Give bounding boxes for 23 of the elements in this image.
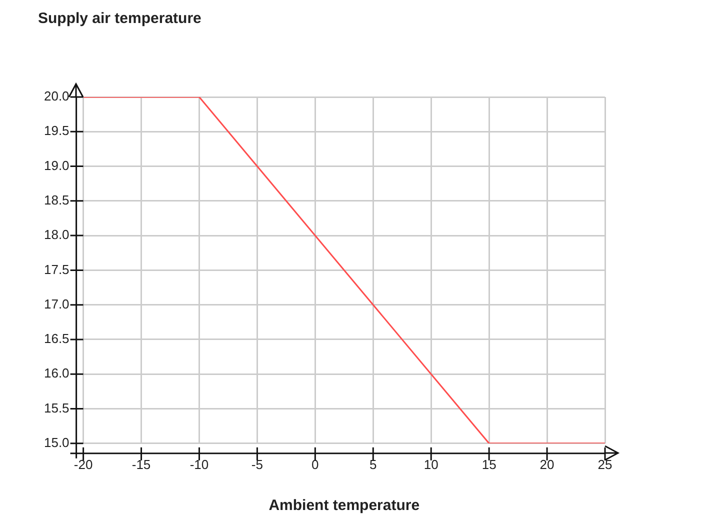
y-tick-label: 18.0 xyxy=(44,227,70,242)
x-axis-title: Ambient temperature xyxy=(268,497,420,514)
y-tick-label: 19.0 xyxy=(44,158,70,173)
y-tick-label: 16.0 xyxy=(44,366,70,381)
y-tick-label: 16.5 xyxy=(44,331,70,346)
x-tick-label: -20 xyxy=(74,456,93,472)
y-tick-label: 15.0 xyxy=(44,434,70,450)
x-tick-label: 15 xyxy=(482,456,496,472)
x-tick-label: -5 xyxy=(251,456,263,472)
y-tick-label: 19.5 xyxy=(44,123,70,138)
x-tick-label: -15 xyxy=(132,456,151,472)
y-axis-title: Supply air temperature xyxy=(38,10,202,27)
y-tick-label: 20.0 xyxy=(44,88,70,104)
y-tick-label: 17.0 xyxy=(44,296,70,312)
x-tick-label: 20 xyxy=(540,456,554,472)
y-tick-label: 15.5 xyxy=(44,400,70,416)
y-tick-label: 18.5 xyxy=(44,192,70,208)
x-tick-label: 10 xyxy=(424,456,438,472)
y-tick-label: 17.5 xyxy=(44,262,70,277)
x-tick-label: 0 xyxy=(312,456,319,472)
x-tick-label: 25 xyxy=(598,456,612,472)
x-tick-label: 5 xyxy=(370,456,377,472)
x-tick-label: -10 xyxy=(190,456,209,472)
